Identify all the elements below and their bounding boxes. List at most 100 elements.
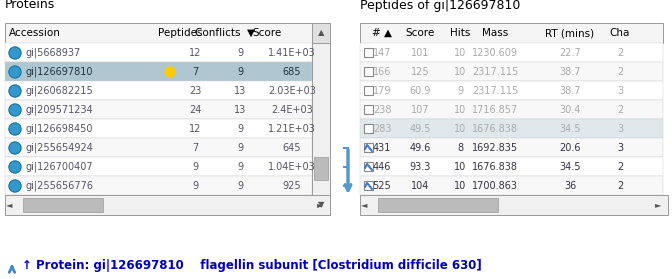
Text: 38.7: 38.7 [559, 67, 581, 77]
Text: 7: 7 [192, 67, 198, 77]
Text: 1.21E+03: 1.21E+03 [268, 124, 316, 134]
Text: 9: 9 [237, 162, 243, 172]
Bar [360, 62, 663, 81]
Text: 10: 10 [454, 162, 466, 172]
Text: 2.4E+03: 2.4E+03 [271, 105, 313, 115]
Text: 60.9: 60.9 [409, 86, 431, 96]
Text: 238: 238 [373, 105, 391, 115]
Text: 2: 2 [617, 48, 623, 58]
Bar [360, 81, 663, 100]
Text: 20.6: 20.6 [559, 143, 581, 153]
Bar [5, 119, 312, 138]
Text: 1700.863: 1700.863 [472, 181, 518, 191]
Bar [364, 162, 373, 171]
Text: Score: Score [405, 28, 435, 38]
Text: gi|260682215: gi|260682215 [25, 86, 93, 96]
Bar [364, 181, 373, 190]
Text: 431: 431 [373, 143, 391, 153]
Text: 10: 10 [454, 181, 466, 191]
Text: 2: 2 [617, 105, 623, 115]
Text: 36: 36 [564, 181, 576, 191]
Bar [364, 124, 373, 133]
Text: 10: 10 [454, 67, 466, 77]
Text: 1692.835: 1692.835 [472, 143, 518, 153]
Text: 34.5: 34.5 [559, 124, 581, 134]
Text: ◄: ◄ [361, 201, 368, 210]
Text: ◄: ◄ [6, 201, 12, 210]
Text: 101: 101 [411, 48, 429, 58]
Bar [5, 176, 312, 195]
Text: Peptides: Peptides [158, 28, 202, 38]
Text: ▼: ▼ [318, 201, 325, 210]
Text: 93.3: 93.3 [409, 162, 431, 172]
Text: 283: 283 [373, 124, 391, 134]
Text: 9: 9 [237, 181, 243, 191]
Text: Peptides of gi|126697810: Peptides of gi|126697810 [360, 0, 520, 11]
Bar [5, 157, 312, 176]
Circle shape [9, 180, 21, 192]
Bar [360, 43, 663, 62]
Bar [312, 195, 330, 215]
Text: 925: 925 [283, 181, 301, 191]
Text: 13: 13 [234, 86, 246, 96]
Text: 107: 107 [411, 105, 429, 115]
Text: Score: Score [253, 28, 282, 38]
Text: gi|126697810: gi|126697810 [25, 67, 93, 77]
Bar [360, 195, 668, 215]
Text: gi|255654924: gi|255654924 [25, 143, 93, 153]
Text: 166: 166 [373, 67, 391, 77]
Text: 446: 446 [373, 162, 391, 172]
Text: Mass: Mass [482, 28, 508, 38]
Bar [5, 23, 312, 43]
Bar [364, 105, 373, 114]
Circle shape [9, 104, 21, 116]
Text: 34.5: 34.5 [559, 162, 581, 172]
Bar [364, 143, 373, 152]
Text: 24: 24 [189, 105, 201, 115]
Text: 3: 3 [617, 86, 623, 96]
Text: 7: 7 [192, 143, 198, 153]
Text: 1676.838: 1676.838 [472, 162, 518, 172]
Text: gi|126698450: gi|126698450 [25, 124, 93, 134]
Text: 1.41E+03: 1.41E+03 [268, 48, 316, 58]
Text: 645: 645 [283, 143, 301, 153]
Bar [23, 198, 103, 212]
Bar [360, 100, 663, 119]
Text: 38.7: 38.7 [559, 86, 581, 96]
Text: ►: ► [317, 201, 323, 210]
Circle shape [9, 85, 21, 97]
Text: 2: 2 [617, 181, 623, 191]
Bar [364, 86, 373, 95]
Bar [360, 23, 663, 43]
Text: 9: 9 [237, 124, 243, 134]
Circle shape [165, 67, 175, 77]
Bar [360, 176, 663, 195]
Text: 23: 23 [189, 86, 201, 96]
Text: ↑ Protein: gi|126697810    flagellin subunit [Clostridium difficile 630]: ↑ Protein: gi|126697810 flagellin subuni… [22, 259, 482, 273]
Circle shape [9, 161, 21, 173]
Bar [5, 43, 312, 62]
Text: 9: 9 [192, 181, 198, 191]
Text: Hits: Hits [450, 28, 470, 38]
Text: 49.6: 49.6 [409, 143, 431, 153]
Text: 10: 10 [454, 105, 466, 115]
Text: Conflicts  ▼: Conflicts ▼ [195, 28, 255, 38]
Text: 13: 13 [234, 105, 246, 115]
Bar [378, 198, 498, 212]
Text: 525: 525 [373, 181, 391, 191]
Text: ►: ► [655, 201, 661, 210]
Text: 1716.857: 1716.857 [472, 105, 518, 115]
Text: 10: 10 [454, 48, 466, 58]
Text: 10: 10 [454, 124, 466, 134]
Bar [360, 157, 663, 176]
Text: 9: 9 [192, 162, 198, 172]
Text: 2: 2 [617, 67, 623, 77]
Bar [314, 157, 328, 180]
Bar [364, 67, 373, 76]
Bar [5, 195, 330, 215]
Bar [312, 23, 330, 43]
Circle shape [9, 47, 21, 59]
Circle shape [9, 142, 21, 154]
Text: Accession: Accession [9, 28, 61, 38]
Text: 8: 8 [457, 143, 463, 153]
